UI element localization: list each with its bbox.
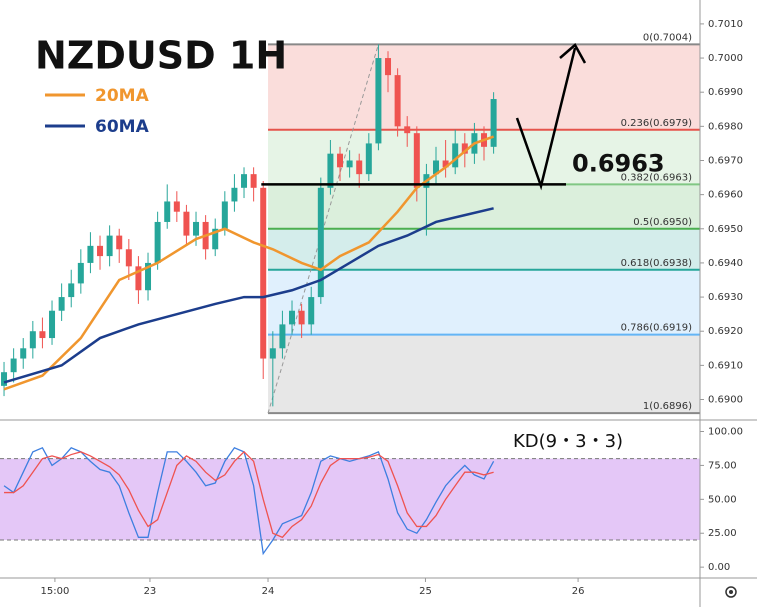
y-tick-label: 0.6920 <box>708 326 743 337</box>
fib-zone <box>268 184 700 229</box>
candle-body <box>10 358 17 373</box>
fib-label: 0(0.7004) <box>643 32 692 43</box>
candle-body <box>269 348 276 359</box>
candle-body <box>154 221 161 263</box>
x-tick-label: 23 <box>144 586 157 597</box>
fib-label: 1(0.6896) <box>643 401 692 412</box>
candle-body <box>279 324 286 349</box>
candle-body <box>106 235 113 257</box>
candle-body <box>125 249 132 267</box>
candle-body <box>317 187 324 298</box>
fib-label: 0.236(0.6979) <box>621 118 693 129</box>
fib-zone <box>268 269 700 335</box>
price-pane: 0(0.7004) 0.236(0.6979) 0.382(0.6963) 0.5(0… <box>1 19 743 597</box>
y-tick-label: 0.6910 <box>708 360 743 371</box>
candle-body <box>58 297 65 311</box>
level-label: 0.6963 <box>572 149 665 177</box>
fib-label: 0.786(0.6919) <box>621 323 693 334</box>
kd-pane: 0.00 25.00 50.00 75.00 100.00 <box>0 426 743 573</box>
y-tick-label: 0.6940 <box>708 258 743 269</box>
candle-body <box>298 310 305 325</box>
y-tick-label: 25.00 <box>708 528 737 539</box>
y-tick-label: 0.6970 <box>708 155 743 166</box>
kd-line <box>4 450 494 539</box>
candle-body <box>442 160 449 168</box>
y-tick-label: 0.6900 <box>708 395 743 406</box>
settings-icon[interactable] <box>725 586 737 598</box>
legend-label: 60MA <box>95 117 150 137</box>
candle-body <box>346 160 353 168</box>
candle-body <box>394 75 401 127</box>
x-tick-label: 25 <box>419 586 432 597</box>
candle-body <box>49 310 56 339</box>
candle-body <box>260 187 267 359</box>
candle-body <box>20 348 27 359</box>
y-tick-label: 0.6980 <box>708 121 743 132</box>
candle-body <box>97 245 104 257</box>
candle-body <box>385 58 392 76</box>
candle-body <box>413 133 420 188</box>
y-tick-label: 50.00 <box>708 494 737 505</box>
fib-label: 0.5(0.6950) <box>633 217 692 228</box>
y-tick-label: 75.00 <box>708 460 737 471</box>
y-tick-label: 0.6990 <box>708 87 743 98</box>
fib-zone <box>268 44 700 130</box>
candle-body <box>77 262 84 284</box>
candle-body <box>164 201 171 222</box>
chart-title: NZDUSD 1H <box>35 34 287 78</box>
arrow <box>515 43 587 191</box>
candle-body <box>289 310 296 325</box>
candle-body <box>173 201 180 212</box>
candle-body <box>39 331 46 339</box>
y-tick-label: 0.6960 <box>708 190 743 201</box>
fib-label: 0.618(0.6938) <box>621 258 693 269</box>
candle-body <box>337 153 344 168</box>
candle-body <box>461 143 468 154</box>
fib-label: 0.382(0.6963) <box>621 172 693 183</box>
y-tick-label: 100.00 <box>708 426 743 437</box>
candle-body <box>212 228 219 250</box>
y-tick-label: 0.7000 <box>708 53 743 64</box>
y-tick-label: 0.6950 <box>708 224 743 235</box>
candle-body <box>490 99 497 147</box>
candle-body <box>365 143 372 175</box>
candle-body <box>68 283 75 298</box>
candle-body <box>327 153 334 188</box>
y-tick-label: 0.7010 <box>708 19 743 30</box>
fib-zone <box>268 334 700 414</box>
ma-line <box>3 207 494 384</box>
kd-title: KD(9・3・3) <box>513 431 623 452</box>
candle-body <box>356 160 363 175</box>
fib-zone <box>268 228 700 270</box>
kd-line <box>3 446 495 556</box>
candle-body <box>308 297 315 325</box>
candle-body <box>145 262 152 291</box>
candle-body <box>1 372 8 386</box>
candle-body <box>135 266 142 291</box>
candle-body <box>116 235 123 250</box>
candle-body <box>87 245 94 263</box>
candle-body <box>193 221 200 236</box>
candle-body <box>183 211 190 236</box>
candle-body <box>452 143 459 168</box>
candle-body <box>404 126 411 134</box>
y-tick-label: 0.6930 <box>708 292 743 303</box>
candle-body <box>250 174 257 188</box>
x-tick-label: 26 <box>572 586 585 597</box>
legend-label: 20MA <box>95 86 150 106</box>
candle-body <box>29 331 36 349</box>
candle-body <box>231 187 238 202</box>
candle-body <box>221 201 228 229</box>
x-tick-label: 24 <box>262 586 275 597</box>
x-tick-label: 15:00 <box>40 586 69 597</box>
candle-body <box>241 174 248 188</box>
candle-body <box>375 58 382 144</box>
candle-body <box>433 160 440 175</box>
y-tick-label: 0.00 <box>708 562 730 573</box>
